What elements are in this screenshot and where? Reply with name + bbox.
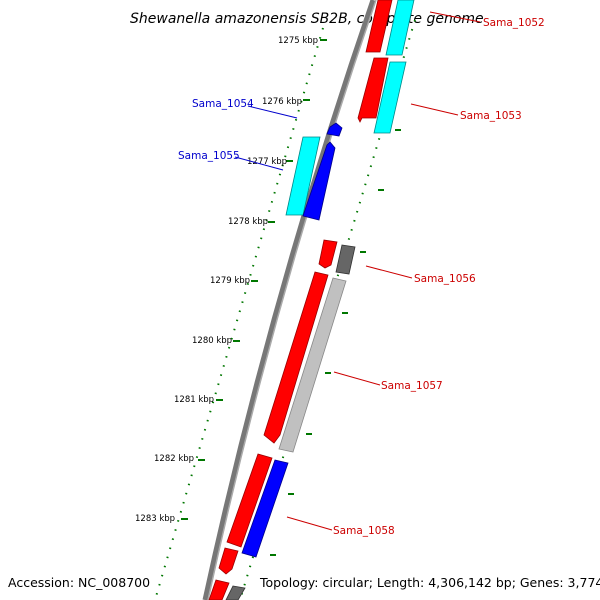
tick-marks-right bbox=[270, 129, 401, 556]
accession-text: Accession: NC_008700 bbox=[8, 575, 150, 590]
feature-group-1056 bbox=[318, 239, 356, 275]
gene-label-sama-1053[interactable]: Sama_1053 bbox=[460, 110, 522, 122]
gene-label-sama-1054[interactable]: Sama_1054 bbox=[192, 98, 254, 110]
gene-label-sama-1058[interactable]: Sama_1058 bbox=[333, 525, 395, 537]
cds-arrow-1059[interactable] bbox=[218, 547, 239, 575]
tick-label-1280: 1280 kbp bbox=[192, 336, 232, 346]
tick-label-1278: 1278 kbp bbox=[228, 217, 268, 227]
tick-label-1279: 1279 kbp bbox=[210, 276, 250, 286]
cds-arrow-1060[interactable] bbox=[208, 579, 230, 600]
genome-info-text: Topology: circular; Length: 4,306,142 bp… bbox=[259, 575, 600, 590]
cds-arrow-1058[interactable] bbox=[226, 453, 273, 548]
label-leaders bbox=[234, 11, 481, 531]
tick-label-1275: 1275 kbp bbox=[278, 36, 318, 46]
gray-track-1060[interactable] bbox=[225, 585, 246, 600]
feature-group-1057 bbox=[263, 271, 347, 453]
blue-track-1058[interactable] bbox=[241, 459, 289, 558]
gene-label-sama-1057[interactable]: Sama_1057 bbox=[381, 380, 443, 392]
tick-marks-left bbox=[181, 39, 327, 520]
gray-track-1057[interactable] bbox=[278, 277, 347, 453]
cds-arrow-1057[interactable] bbox=[263, 271, 329, 444]
cds-arrow-1055[interactable] bbox=[302, 141, 336, 221]
gene-label-sama-1056[interactable]: Sama_1056 bbox=[414, 273, 476, 285]
map-title: Shewanella amazonensis SB2B, complete ge… bbox=[130, 11, 484, 27]
genome-backbone bbox=[202, 0, 376, 600]
cyan-track-1053[interactable] bbox=[373, 61, 407, 134]
genome-backbone-highlight bbox=[207, 0, 377, 600]
tick-label-1282: 1282 kbp bbox=[154, 454, 194, 464]
cds-arrow-1054[interactable] bbox=[326, 122, 343, 137]
gene-labels: Sama_1052 Sama_1053 Sama_1054 Sama_1055 … bbox=[178, 17, 545, 537]
feature-group-1054-1055 bbox=[285, 122, 343, 221]
gene-label-sama-1052[interactable]: Sama_1052 bbox=[483, 17, 545, 29]
tick-label-1281: 1281 kbp bbox=[174, 395, 214, 405]
tick-label-1276: 1276 kbp bbox=[262, 97, 302, 107]
cds-arrow-1053[interactable] bbox=[357, 57, 389, 123]
feature-group-1058 bbox=[208, 453, 289, 600]
gray-track-1056[interactable] bbox=[335, 244, 356, 275]
cds-arrow-1056[interactable] bbox=[318, 239, 338, 269]
feature-group-1052-1053 bbox=[357, 0, 415, 134]
gene-label-sama-1055[interactable]: Sama_1055 bbox=[178, 150, 240, 162]
tick-label-1283: 1283 kbp bbox=[135, 514, 175, 524]
tick-label-1277: 1277 kbp bbox=[247, 157, 287, 167]
cds-arrow-1052[interactable] bbox=[365, 0, 393, 53]
cyan-track-1052[interactable] bbox=[385, 0, 415, 56]
tick-labels: 1275 kbp 1276 kbp 1277 kbp 1278 kbp 1279… bbox=[135, 36, 318, 524]
